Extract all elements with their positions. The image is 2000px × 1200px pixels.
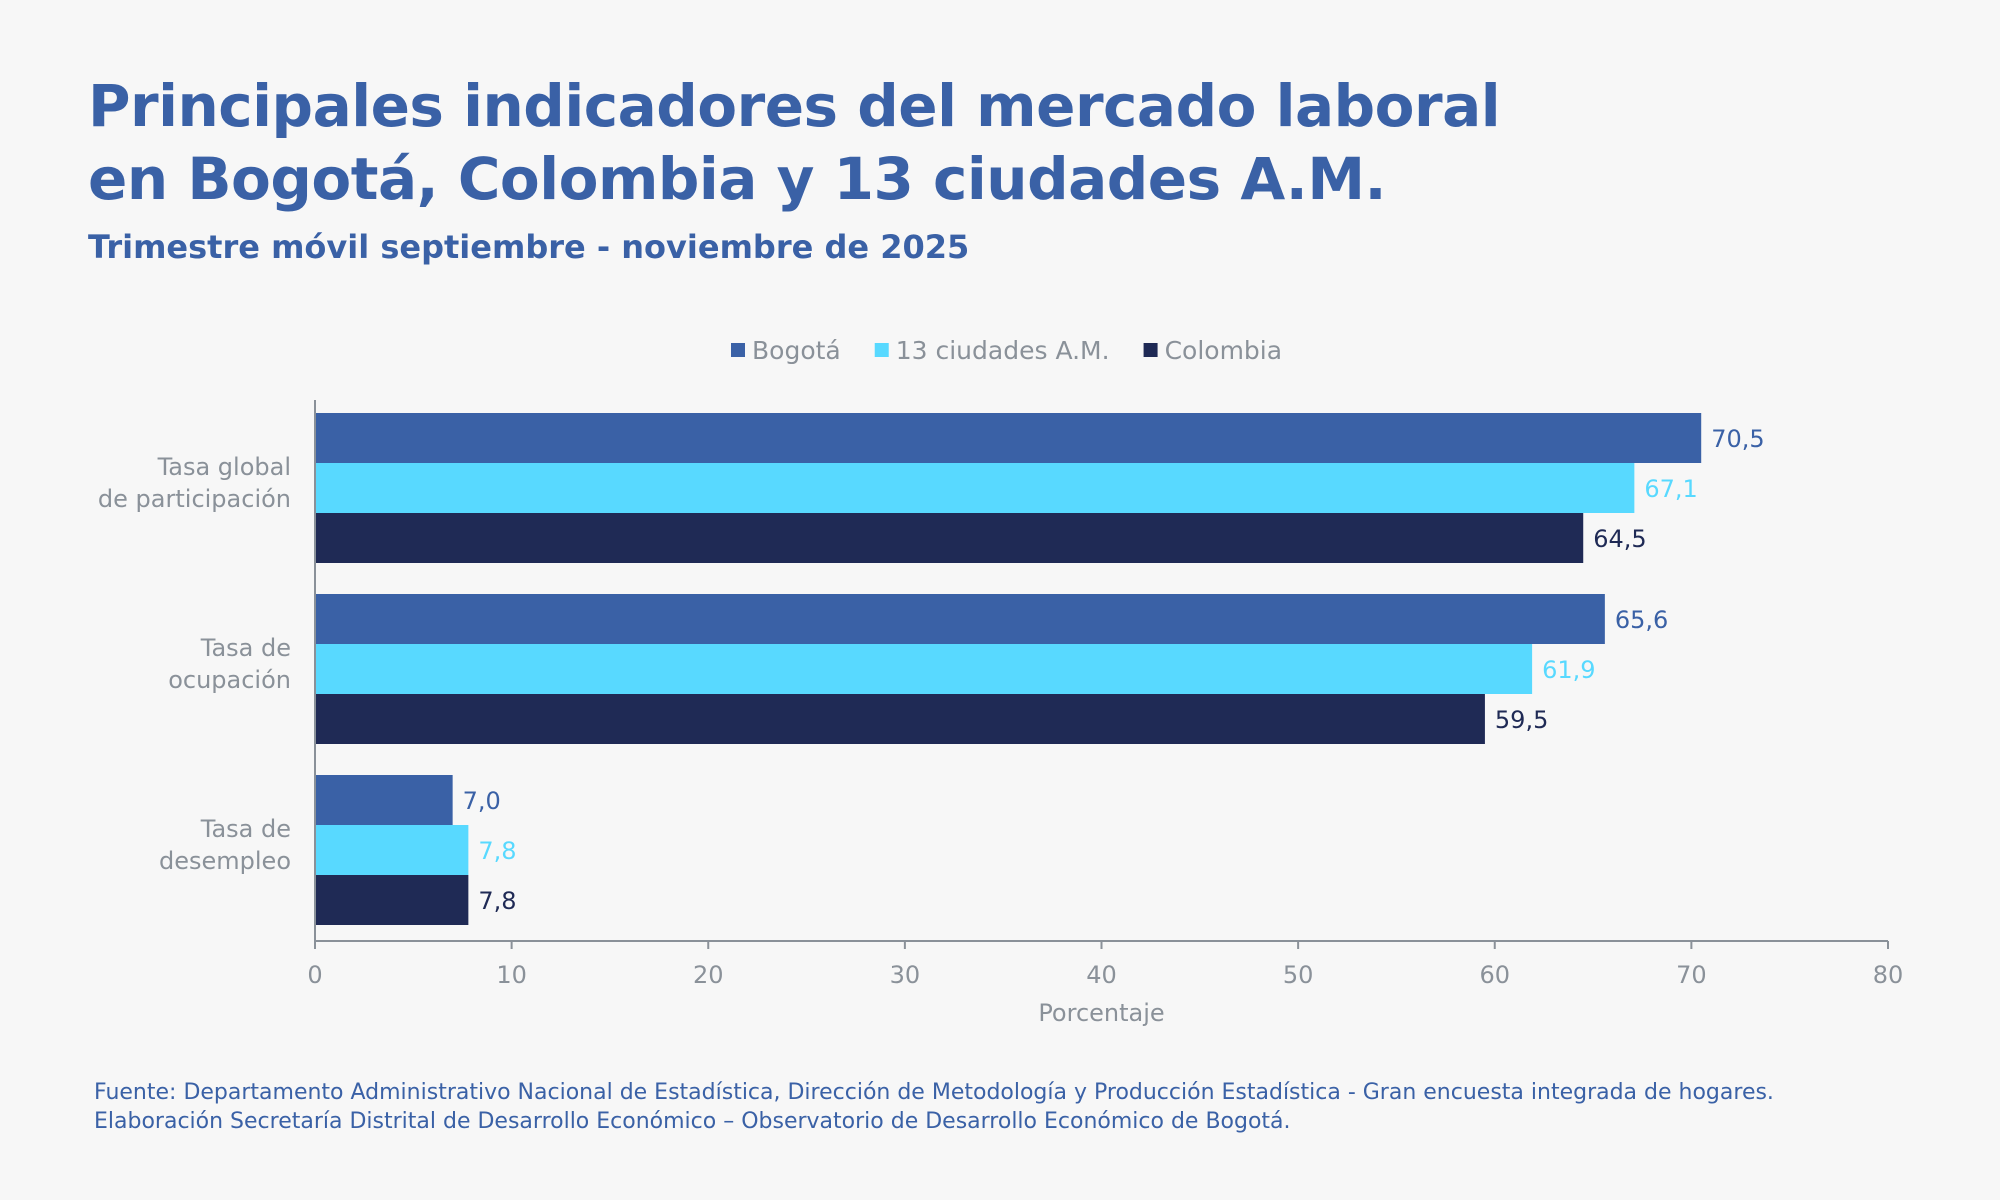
bar-3-3: [315, 875, 469, 925]
data-label-1-1: 70,5: [1711, 425, 1764, 453]
x-tick-label-2: 10: [496, 961, 527, 989]
chart-subtitle: Trimestre móvil septiembre - noviembre d…: [88, 228, 970, 266]
chart-title-line-1: Principales indicadores del mercado labo…: [88, 72, 1501, 140]
legend-label-1: Bogotá: [752, 336, 841, 365]
x-tick-label-1: 0: [307, 961, 322, 989]
chart-title-line-2: en Bogotá, Colombia y 13 ciudades A.M.: [88, 145, 1387, 213]
chart-title: Principales indicadores del mercado labo…: [88, 70, 1501, 216]
bar-2-1: [315, 594, 1605, 644]
category-label-1-line-2: de participación: [98, 485, 291, 513]
data-label-3-3: 7,8: [478, 887, 516, 915]
data-label-2-3: 59,5: [1495, 706, 1548, 734]
source-note: Fuente: Departamento Administrativo Naci…: [94, 1078, 1774, 1136]
x-tick-label-7: 60: [1479, 961, 1510, 989]
bar-3-1: [315, 775, 453, 825]
category-label-2-line-2: ocupación: [168, 666, 291, 694]
x-axis-title: Porcentaje: [1038, 999, 1164, 1027]
bar-1-2: [315, 463, 1635, 513]
bar-1-3: [315, 513, 1584, 563]
data-label-1-2: 67,1: [1644, 475, 1697, 503]
x-tick-label-5: 40: [1086, 961, 1117, 989]
bar-1-1: [315, 413, 1702, 463]
bar-2-2: [315, 644, 1533, 694]
data-label-2-1: 65,6: [1615, 606, 1668, 634]
source-line-2: Elaboración Secretaría Distrital de Desa…: [94, 1109, 1291, 1134]
legend-swatch-1: [731, 343, 745, 357]
data-label-3-2: 7,8: [478, 837, 516, 865]
legend-swatch-2: [874, 343, 889, 357]
data-label-2-2: 61,9: [1542, 656, 1595, 684]
data-label-1-3: 64,5: [1593, 525, 1646, 553]
x-tick-label-6: 50: [1283, 961, 1314, 989]
x-tick-label-3: 20: [693, 961, 724, 989]
category-label-2-line-1: Tasa de: [200, 634, 291, 662]
legend-label-3: Colombia: [1165, 336, 1282, 365]
category-label-3-line-1: Tasa de: [200, 815, 291, 843]
bar-2-3: [315, 694, 1485, 744]
category-label-1-line-1: Tasa global: [157, 453, 291, 481]
x-tick-label-4: 30: [890, 961, 921, 989]
x-tick-label-9: 80: [1873, 961, 1904, 989]
x-tick-label-8: 70: [1676, 961, 1707, 989]
data-label-3-1: 7,0: [463, 787, 501, 815]
category-label-3-line-2: desempleo: [159, 847, 291, 875]
legend-swatch-3: [1143, 343, 1158, 357]
bar-chart: Bogotá 13 ciudades A.M. Colombia 70,5 67,1 64…: [98, 336, 1904, 1027]
legend-label-2: 13 ciudades A.M.: [896, 336, 1110, 365]
source-line-1: Fuente: Departamento Administrativo Naci…: [94, 1080, 1774, 1105]
bar-3-2: [315, 825, 469, 875]
